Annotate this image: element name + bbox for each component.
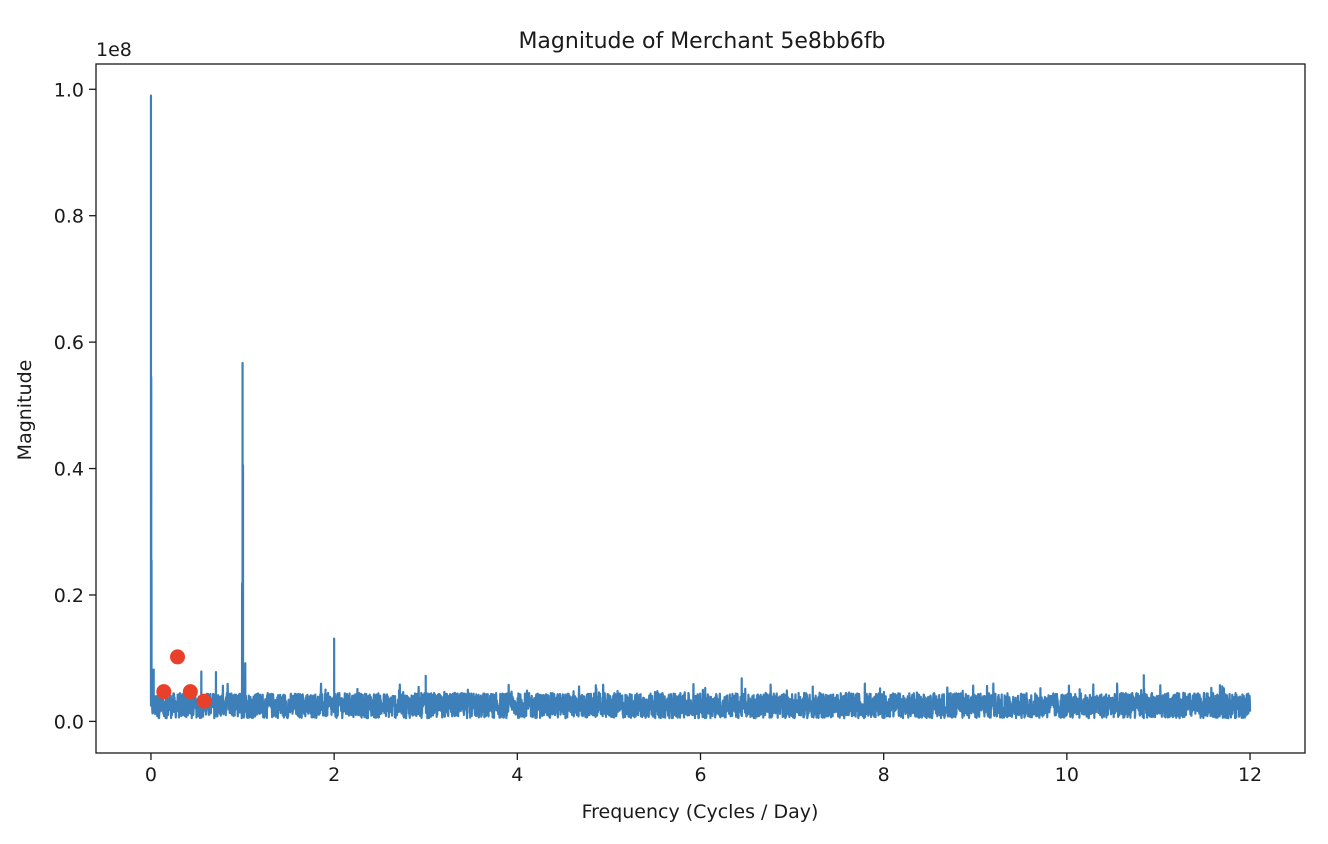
plot-frame [95,63,1306,754]
peak-marker [170,649,186,665]
y-axis-label: Magnitude [14,360,36,461]
x-tick-label: 4 [511,764,523,786]
y-tick-label: 0.4 [54,459,84,481]
y-tick-label: 0.2 [54,585,84,607]
x-tick-label: 12 [1238,764,1262,786]
y-tick-label: 0.8 [54,206,84,228]
y-tick-label: 0.6 [54,332,84,354]
magnitude-series-line [149,94,1252,720]
x-tick-label: 8 [878,764,890,786]
y-tick-label: 1.0 [54,79,84,101]
x-tick-label: 10 [1055,764,1079,786]
x-tick-label: 0 [145,764,157,786]
peak-marker [156,684,172,700]
plot-area [149,94,1252,720]
peak-marker [196,693,212,709]
peak-marker [182,684,198,700]
y-offset-label: 1e8 [96,39,132,61]
y-tick-label: 0.0 [54,711,84,733]
x-axis-label: Frequency (Cycles / Day) [582,801,819,823]
x-tick-label: 2 [328,764,340,786]
axis-ticks: 0 2 4 6 8 10 12 0.0 0.2 0.4 0.6 0.8 1.0 [54,79,1262,786]
x-tick-label: 6 [694,764,706,786]
chart-title: Magnitude of Merchant 5e8bb6fb [518,29,885,54]
